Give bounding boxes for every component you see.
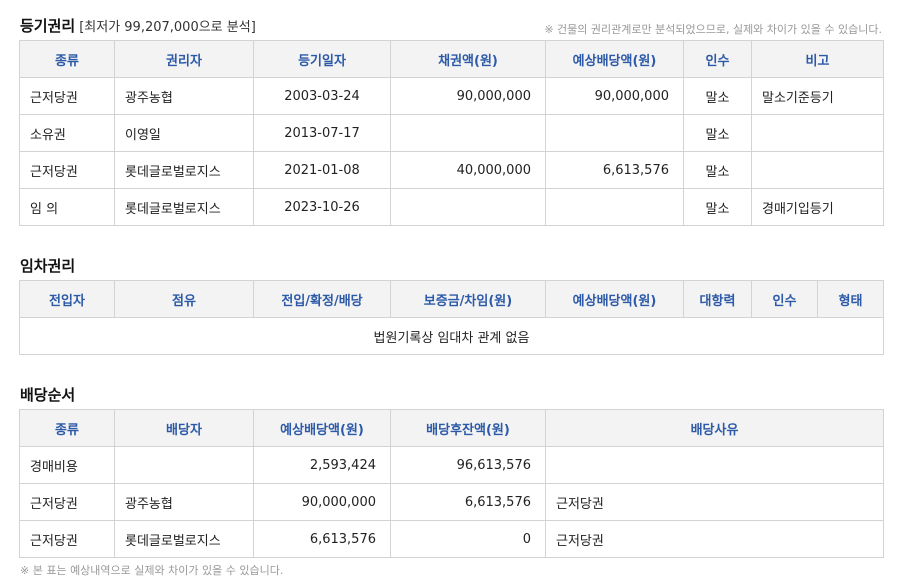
table-cell (114, 446, 254, 484)
table-cell: 말소 (683, 188, 752, 226)
table-cell: 6,613,576 (545, 151, 684, 189)
table-cell: 근저당권 (19, 77, 115, 115)
rights-header-cell: 채권액(원) (390, 40, 546, 78)
table-cell: 말소 (683, 77, 752, 115)
table-cell: 근저당권 (19, 151, 115, 189)
table-cell: 경매비용 (19, 446, 115, 484)
lease-section-title: 임차권리 (20, 257, 76, 275)
table-cell: 근저당권 (19, 483, 115, 521)
rights-table: 종류 권리자 등기일자 채권액(원) 예상배당액(원) 인수 비고 근저당권 광… (19, 40, 884, 226)
rights-header-row: 종류 권리자 등기일자 채권액(원) 예상배당액(원) 인수 비고 (19, 40, 884, 78)
table-row: 임 의 롯데글로벌로지스 2023-10-26 말소 경매기입등기 (19, 188, 884, 226)
table-cell: 90,000,000 (253, 483, 391, 521)
table-row: 근저당권 롯데글로벌로지스 2021-01-08 40,000,000 6,61… (19, 151, 884, 189)
table-cell: 2013-07-17 (253, 114, 391, 152)
table-cell: 0 (390, 520, 546, 558)
table-cell: 40,000,000 (390, 151, 546, 189)
table-cell: 2,593,424 (253, 446, 391, 484)
table-cell: 근저당권 (19, 520, 115, 558)
distribution-header-cell: 배당후잔액(원) (390, 409, 546, 447)
distribution-header-cell: 예상배당액(원) (253, 409, 391, 447)
lease-header-cell: 보증금/차임(원) (390, 280, 546, 318)
lease-header-cell: 예상배당액(원) (545, 280, 684, 318)
table-cell: 롯데글로벌로지스 (114, 520, 254, 558)
table-row: 근저당권 롯데글로벌로지스 6,613,576 0 근저당권 (19, 520, 884, 558)
rights-header-cell: 등기일자 (253, 40, 391, 78)
lease-header-cell: 전입/확정/배당 (253, 280, 391, 318)
table-row: 법원기록상 임대차 관계 없음 (19, 317, 884, 355)
table-row: 근저당권 광주농협 2003-03-24 90,000,000 90,000,0… (19, 77, 884, 115)
table-row: 근저당권 광주농협 90,000,000 6,613,576 근저당권 (19, 483, 884, 521)
table-cell: 말소 (683, 151, 752, 189)
table-cell: 경매기입등기 (751, 188, 884, 226)
table-cell (545, 446, 884, 484)
table-cell: 6,613,576 (390, 483, 546, 521)
table-cell: 2003-03-24 (253, 77, 391, 115)
rights-note: ※ 건물의 권리관계로만 분석되었으므로, 실제와 차이가 있을 수 있습니다. (544, 23, 882, 36)
table-cell (751, 114, 884, 152)
lease-header-cell: 전입자 (19, 280, 115, 318)
table-cell (390, 188, 546, 226)
table-cell: 롯데글로벌로지스 (114, 151, 254, 189)
rights-header-cell: 종류 (19, 40, 115, 78)
table-cell: 말소 (683, 114, 752, 152)
table-cell: 90,000,000 (390, 77, 546, 115)
table-cell: 근저당권 (545, 520, 884, 558)
distribution-header-cell: 종류 (19, 409, 115, 447)
table-cell: 임 의 (19, 188, 115, 226)
table-cell (751, 151, 884, 189)
lease-header-cell: 대항력 (683, 280, 752, 318)
distribution-header-cell: 배당자 (114, 409, 254, 447)
table-cell: 96,613,576 (390, 446, 546, 484)
distribution-header-row: 종류 배당자 예상배당액(원) 배당후잔액(원) 배당사유 (19, 409, 884, 447)
rights-title: 등기권리 (20, 17, 76, 35)
table-cell: 광주농협 (114, 483, 254, 521)
table-cell: 근저당권 (545, 483, 884, 521)
lease-empty-message: 법원기록상 임대차 관계 없음 (19, 317, 884, 355)
lease-table: 전입자 점유 전입/확정/배당 보증금/차임(원) 예상배당액(원) 대항력 인… (19, 280, 884, 355)
table-cell (545, 188, 684, 226)
lease-header-cell: 인수 (751, 280, 818, 318)
rights-header-cell: 비고 (751, 40, 884, 78)
lease-header-cell: 형태 (817, 280, 884, 318)
distribution-section-title: 배당순서 (20, 386, 76, 404)
table-cell: 말소기준등기 (751, 77, 884, 115)
table-row: 경매비용 2,593,424 96,613,576 (19, 446, 884, 484)
rights-subtitle: [최저가 99,207,000으로 분석] (79, 20, 256, 35)
rights-section-title: 등기권리 [최저가 99,207,000으로 분석] (20, 15, 256, 36)
rights-header-cell: 예상배당액(원) (545, 40, 684, 78)
table-cell (545, 114, 684, 152)
lease-header-row: 전입자 점유 전입/확정/배당 보증금/차임(원) 예상배당액(원) 대항력 인… (19, 280, 884, 318)
distribution-table: 종류 배당자 예상배당액(원) 배당후잔액(원) 배당사유 경매비용 2,593… (19, 409, 884, 558)
distribution-note: ※ 본 표는 예상내역으로 실제와 차이가 있을 수 있습니다. (20, 564, 284, 577)
table-cell: 광주농협 (114, 77, 254, 115)
table-cell: 이영일 (114, 114, 254, 152)
rights-header-cell: 인수 (683, 40, 752, 78)
table-cell: 90,000,000 (545, 77, 684, 115)
table-cell (390, 114, 546, 152)
table-cell: 소유권 (19, 114, 115, 152)
distribution-header-cell: 배당사유 (545, 409, 884, 447)
table-cell: 롯데글로벌로지스 (114, 188, 254, 226)
table-cell: 6,613,576 (253, 520, 391, 558)
table-cell: 2023-10-26 (253, 188, 391, 226)
rights-header-cell: 권리자 (114, 40, 254, 78)
lease-header-cell: 점유 (114, 280, 254, 318)
table-cell: 2021-01-08 (253, 151, 391, 189)
table-row: 소유권 이영일 2013-07-17 말소 (19, 114, 884, 152)
